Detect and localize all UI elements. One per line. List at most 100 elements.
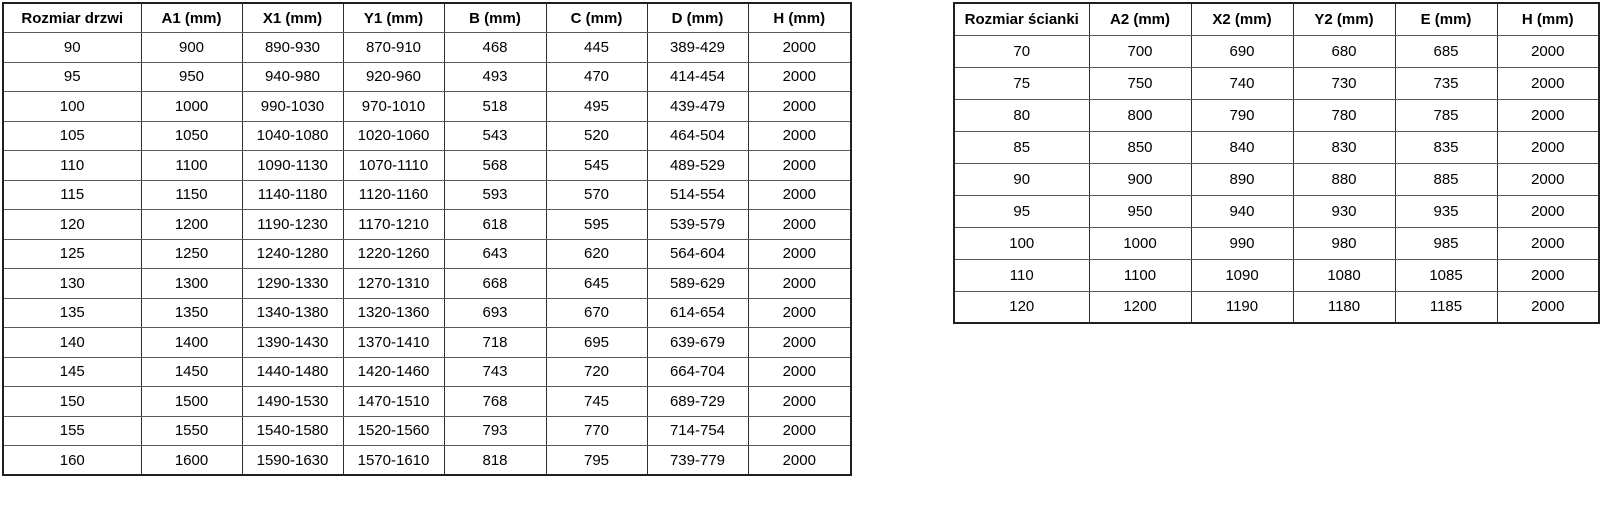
table-cell: 1170-1210 bbox=[342, 209, 445, 240]
table-header-row: Rozmiar drzwi A1 (mm) X1 (mm) Y1 (mm) B (mm)… bbox=[2, 2, 852, 33]
table-cell: 900 bbox=[1088, 162, 1192, 196]
table-cell: 685 bbox=[1394, 34, 1498, 68]
table-cell: 105 bbox=[2, 120, 142, 151]
table-cell: 468 bbox=[443, 32, 547, 63]
table-cell: 840 bbox=[1190, 130, 1294, 164]
table-cell: 790 bbox=[1190, 98, 1294, 132]
table-cell: 2000 bbox=[1496, 130, 1600, 164]
column-header: C (mm) bbox=[545, 2, 648, 33]
table-cell: 1200 bbox=[1088, 290, 1192, 324]
column-header: Y1 (mm) bbox=[342, 2, 445, 33]
table-cell: 95 bbox=[953, 194, 1090, 228]
table-cell: 2000 bbox=[747, 327, 852, 358]
column-header: A2 (mm) bbox=[1088, 2, 1192, 36]
table-cell: 668 bbox=[443, 268, 547, 299]
column-header: H (mm) bbox=[1496, 2, 1600, 36]
table-cell: 930 bbox=[1292, 194, 1396, 228]
table-cell: 2000 bbox=[747, 268, 852, 299]
table-row: 95 950 940 930 935 2000 bbox=[953, 194, 1600, 228]
table-cell: 100 bbox=[2, 91, 142, 122]
table-cell: 689-729 bbox=[646, 386, 749, 417]
table-row: 135 1350 1340-1380 1320-1360 693 670 614-654 20… bbox=[2, 297, 852, 328]
table-row: 100 1000 990 980 985 2000 bbox=[953, 226, 1600, 260]
table-cell: 830 bbox=[1292, 130, 1396, 164]
table-cell: 2000 bbox=[747, 445, 852, 476]
table-cell: 2000 bbox=[1496, 34, 1600, 68]
table-cell: 785 bbox=[1394, 98, 1498, 132]
table-cell: 1250 bbox=[140, 238, 243, 269]
table-row: 115 1150 1140-1180 1120-1160 593 570 514-554 20… bbox=[2, 179, 852, 210]
door-sizes-table: Rozmiar drzwi A1 (mm) X1 (mm) Y1 (mm) B (mm)… bbox=[2, 2, 852, 476]
table-cell: 2000 bbox=[747, 61, 852, 92]
table-cell: 990 bbox=[1190, 226, 1294, 260]
wall-sizes-table: Rozmiar ścianki A2 (mm) X2 (mm) Y2 (mm) E (m… bbox=[953, 2, 1600, 324]
table-cell: 890-930 bbox=[241, 32, 344, 63]
table-cell: 714-754 bbox=[646, 415, 749, 446]
table-cell: 125 bbox=[2, 238, 142, 269]
table-cell: 743 bbox=[443, 356, 547, 387]
table-cell: 2000 bbox=[1496, 162, 1600, 196]
table-cell: 620 bbox=[545, 238, 648, 269]
table-cell: 614-654 bbox=[646, 297, 749, 328]
table-cell: 900 bbox=[140, 32, 243, 63]
column-header: B (mm) bbox=[443, 2, 547, 33]
table-row: 155 1550 1540-1580 1520-1560 793 770 714-754 20… bbox=[2, 415, 852, 446]
table-cell: 2000 bbox=[747, 32, 852, 63]
table-cell: 2000 bbox=[747, 179, 852, 210]
table-cell: 470 bbox=[545, 61, 648, 92]
table-cell: 160 bbox=[2, 445, 142, 476]
table-row: 125 1250 1240-1280 1220-1260 643 620 564-604 20… bbox=[2, 238, 852, 269]
table-cell: 1440-1480 bbox=[241, 356, 344, 387]
column-header: Rozmiar drzwi bbox=[2, 2, 142, 33]
table-cell: 110 bbox=[2, 150, 142, 181]
table-cell: 768 bbox=[443, 386, 547, 417]
column-header: X2 (mm) bbox=[1190, 2, 1294, 36]
table-cell: 1190 bbox=[1190, 290, 1294, 324]
table-row: 70 700 690 680 685 2000 bbox=[953, 34, 1600, 68]
table-cell: 75 bbox=[953, 66, 1090, 100]
table-cell: 1450 bbox=[140, 356, 243, 387]
table-row: 150 1500 1490-1530 1470-1510 768 745 689-729 20… bbox=[2, 386, 852, 417]
table-cell: 120 bbox=[953, 290, 1090, 324]
table-cell: 643 bbox=[443, 238, 547, 269]
table-row: 110 1100 1090 1080 1085 2000 bbox=[953, 258, 1600, 292]
table-cell: 2000 bbox=[747, 386, 852, 417]
table-cell: 1590-1630 bbox=[241, 445, 344, 476]
table-cell: 1290-1330 bbox=[241, 268, 344, 299]
table-cell: 2000 bbox=[747, 415, 852, 446]
table-cell: 770 bbox=[545, 415, 648, 446]
table-cell: 730 bbox=[1292, 66, 1396, 100]
table-row: 85 850 840 830 835 2000 bbox=[953, 130, 1600, 164]
table-cell: 695 bbox=[545, 327, 648, 358]
table-cell: 950 bbox=[140, 61, 243, 92]
table-cell: 2000 bbox=[747, 209, 852, 240]
table-cell: 950 bbox=[1088, 194, 1192, 228]
table-cell: 740 bbox=[1190, 66, 1294, 100]
table-cell: 1020-1060 bbox=[342, 120, 445, 151]
table-cell: 1190-1230 bbox=[241, 209, 344, 240]
table-cell: 720 bbox=[545, 356, 648, 387]
table-cell: 1300 bbox=[140, 268, 243, 299]
table-row: 90 900 890-930 870-910 468 445 389-429 2000 bbox=[2, 32, 852, 63]
table-cell: 739-779 bbox=[646, 445, 749, 476]
table-cell: 935 bbox=[1394, 194, 1498, 228]
table-cell: 545 bbox=[545, 150, 648, 181]
table-row: 140 1400 1390-1430 1370-1410 718 695 639-679 20… bbox=[2, 327, 852, 358]
table-cell: 514-554 bbox=[646, 179, 749, 210]
table-cell: 120 bbox=[2, 209, 142, 240]
table-row: 120 1200 1190-1230 1170-1210 618 595 539-579 20… bbox=[2, 209, 852, 240]
table-cell: 2000 bbox=[747, 238, 852, 269]
table-cell: 1370-1410 bbox=[342, 327, 445, 358]
table-cell: 115 bbox=[2, 179, 142, 210]
table-cell: 645 bbox=[545, 268, 648, 299]
table-row: 105 1050 1040-1080 1020-1060 543 520 464-504 20… bbox=[2, 120, 852, 151]
table-cell: 1000 bbox=[1088, 226, 1192, 260]
table-cell: 880 bbox=[1292, 162, 1396, 196]
table-cell: 1200 bbox=[140, 209, 243, 240]
table-cell: 1090-1130 bbox=[241, 150, 344, 181]
table-cell: 80 bbox=[953, 98, 1090, 132]
table-cell: 130 bbox=[2, 268, 142, 299]
table-cell: 568 bbox=[443, 150, 547, 181]
table-cell: 735 bbox=[1394, 66, 1498, 100]
table-cell: 1050 bbox=[140, 120, 243, 151]
